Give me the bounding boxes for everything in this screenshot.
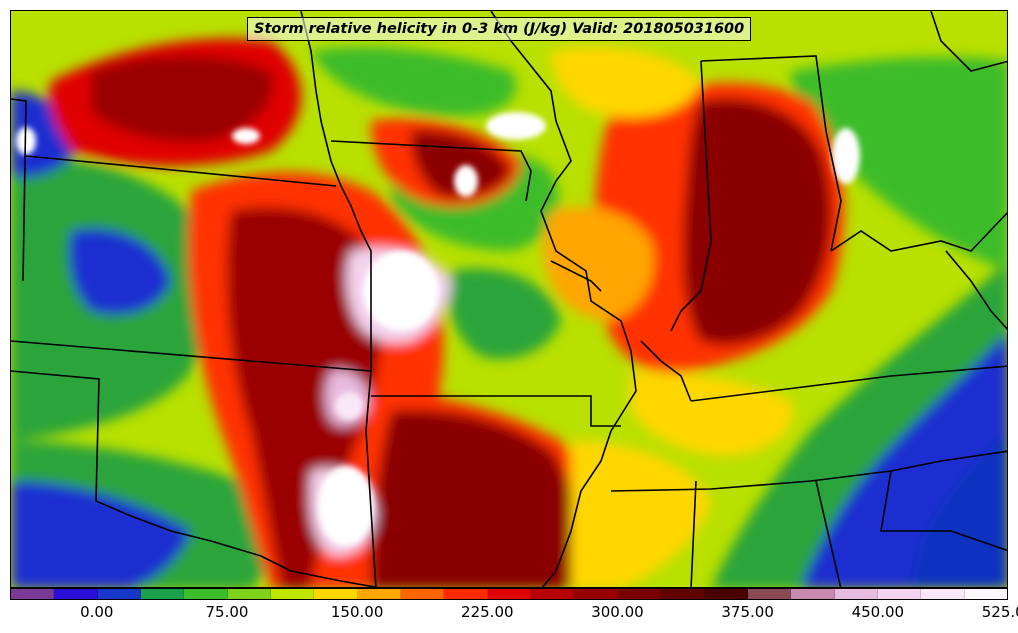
colorbar-segment [54,589,98,599]
colorbar-segment [141,589,185,599]
colorbar-tick-label: 75.00 [205,603,249,621]
colorbar-segment [834,589,878,599]
colorbar-tick-label: 225.00 [461,603,514,621]
colorbar [10,588,1008,600]
state-borders [11,11,1007,587]
colorbar-segment [401,589,445,599]
colorbar-segment [184,589,228,599]
colorbar-segment [747,589,792,599]
colorbar-segment [487,589,532,599]
colorbar-segment [661,589,705,599]
colorbar-tick-label: 150.00 [330,603,384,621]
colorbar-ticks: 0.00 75.00 150.00 225.00 300.00 375.00 450.00 5… [10,600,1018,630]
map-title: Storm relative helicity in 0-3 km (J/kg)… [247,17,752,41]
colorbar-segment [11,589,55,599]
colorbar-segment [271,589,315,599]
helicity-field [11,38,1007,587]
colorbar-segment [964,589,1007,599]
colorbar-segment [357,589,402,599]
colorbar-segment [531,589,575,599]
colorbar-segment [791,589,835,599]
colorbar-segment [227,589,272,599]
colorbar-tick-label: 525.00 [981,603,1018,621]
colorbar-segment [314,589,358,599]
colorbar-segment [921,589,965,599]
colorbar-tick-label: 0.00 [80,603,114,621]
colorbar-segment [877,589,922,599]
colorbar-segment [704,589,748,599]
colorbar-tick-label: 450.00 [851,603,905,621]
map-panel: Storm relative helicity in 0-3 km (J/kg)… [10,10,1008,588]
helicity-map [11,11,1007,587]
colorbar-tick-label: 300.00 [591,603,644,621]
colorbar-segment [617,589,662,599]
colorbar-segment [574,589,618,599]
colorbar-segment [97,589,142,599]
colorbar-segment [444,589,488,599]
colorbar-tick-label: 375.00 [721,603,774,621]
